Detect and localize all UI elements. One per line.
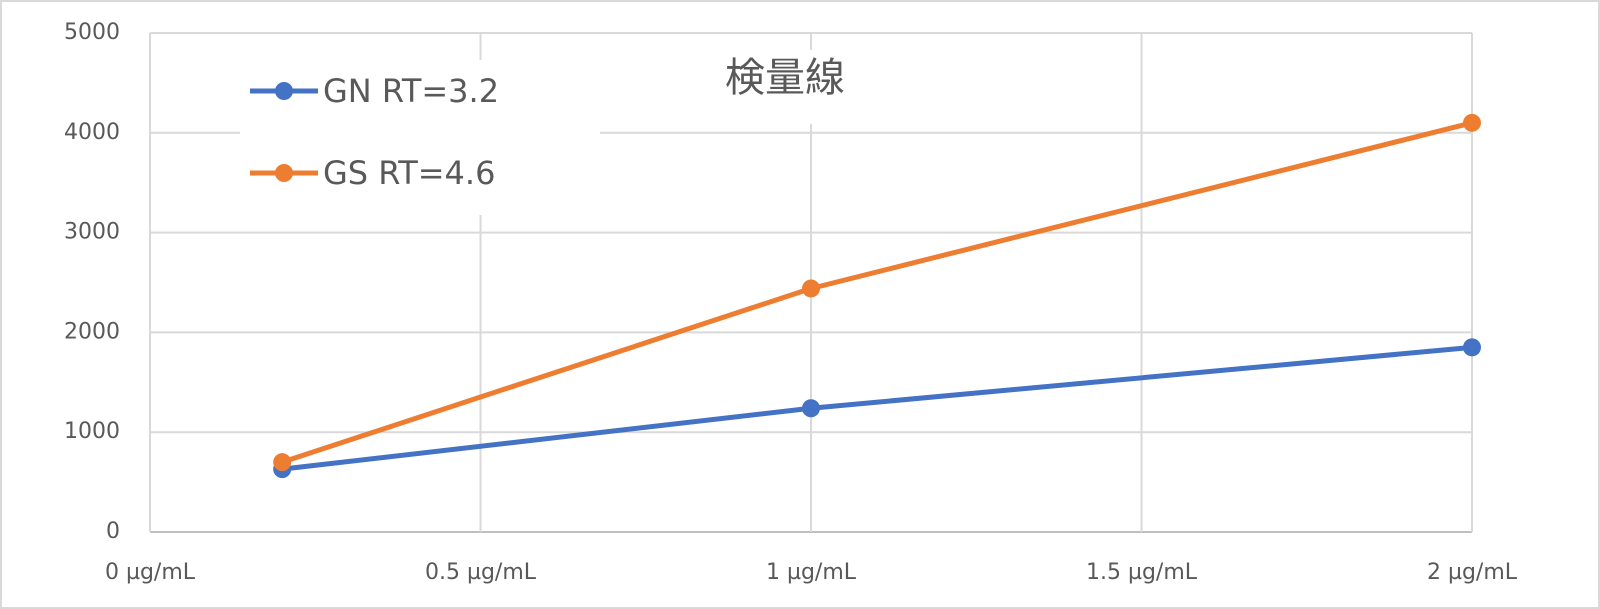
data-point	[273, 453, 292, 472]
y-tick-label: 2000	[64, 319, 120, 344]
x-tick-label: 1.5 µg/mL	[1086, 560, 1198, 585]
data-point	[802, 399, 820, 418]
legend-marker	[275, 164, 293, 182]
x-tick-label: 0 µg/mL	[105, 560, 196, 585]
data-point	[1463, 338, 1481, 357]
data-point	[802, 279, 820, 298]
y-tick-label: 0	[106, 519, 120, 544]
x-tick-label: 1 µg/mL	[766, 560, 857, 585]
y-tick-label: 1000	[64, 419, 120, 444]
title-background	[700, 50, 870, 124]
x-tick-label: 0.5 µg/mL	[425, 560, 537, 585]
y-tick-label: 5000	[64, 20, 120, 45]
x-tick-label: 2 µg/mL	[1427, 560, 1518, 585]
y-tick-label: 4000	[64, 120, 120, 145]
legend-label: GS RT=4.6	[323, 154, 495, 192]
chart-title: 検量線	[725, 55, 845, 101]
legend-background	[240, 60, 600, 215]
y-tick-label: 3000	[64, 220, 120, 245]
legend-marker	[275, 82, 293, 100]
legend-label: GN RT=3.2	[323, 72, 499, 110]
data-point	[1463, 113, 1481, 132]
